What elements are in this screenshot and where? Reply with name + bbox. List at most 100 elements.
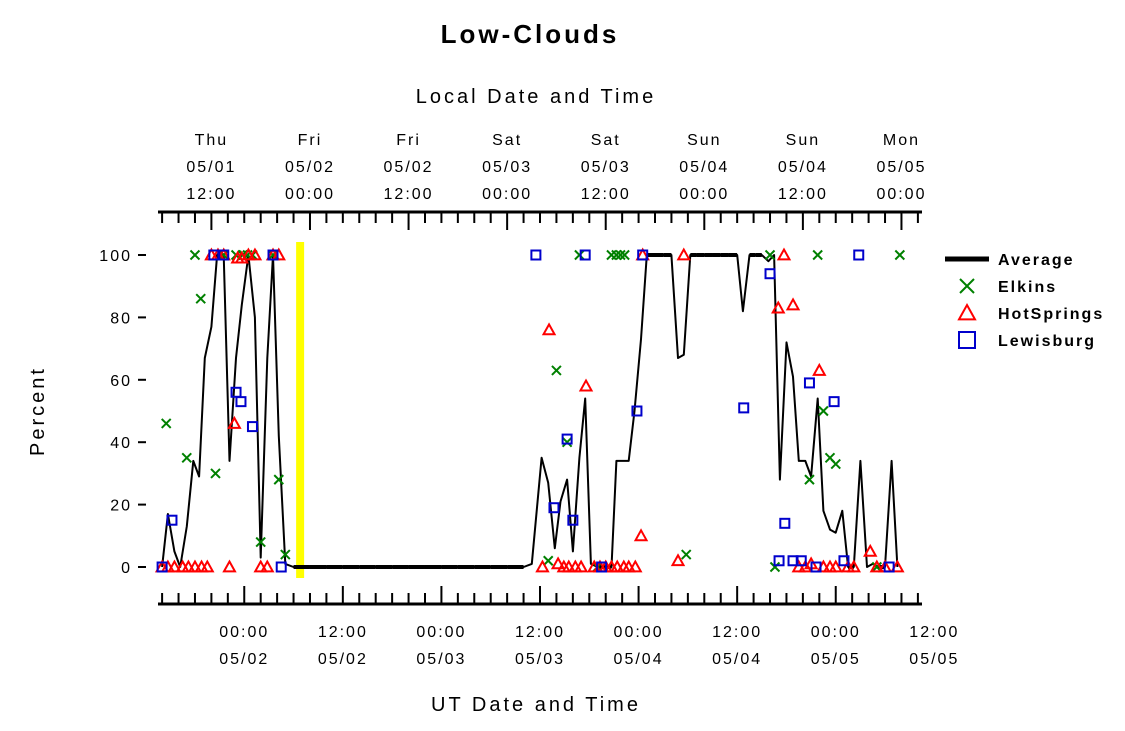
elkins-point [615, 249, 626, 261]
elkins-point [255, 536, 266, 548]
bottom-tick-label-time: 00:00 [416, 624, 466, 641]
bottom-tick-label-date: 05/04 [712, 651, 762, 668]
bottom-tick-label-time: 00:00 [219, 624, 269, 641]
hotsprings-point [167, 559, 182, 573]
lewisburg-point [803, 377, 815, 389]
lewisburg-point [218, 249, 230, 261]
hotsprings-point [785, 297, 801, 311]
lewisburg-point [779, 517, 791, 529]
legend-swatch-hotsprings [957, 302, 977, 321]
y-tick-label: 60 [110, 373, 132, 390]
elkins-point [561, 436, 573, 448]
lewisburg-point [567, 514, 579, 526]
elkins-point [894, 249, 906, 261]
hotsprings-point [798, 559, 813, 573]
lewisburg-point [838, 555, 850, 567]
hotsprings-point [771, 300, 786, 314]
y-tick-label: 0 [121, 560, 132, 577]
elkins-point [210, 468, 221, 479]
elkins-point [181, 452, 192, 464]
hotsprings-point [227, 415, 242, 429]
hotsprings-point [271, 247, 286, 261]
elkins-point [273, 474, 284, 485]
top-tick-label-date: 05/03 [482, 159, 532, 176]
lewisburg-point [235, 396, 247, 408]
top-tick-label-day: Fri [396, 132, 421, 149]
legend: Average Elkins HotSprings Lewisburg [945, 252, 1104, 350]
lewisburg-point [637, 249, 649, 261]
axes-layer: Thu 05/01 12:00 Fri 05/02 00:00 Fri 05/02 12:00 S… [99, 132, 959, 668]
elkins-point [574, 249, 585, 261]
lewisburg-point [579, 249, 591, 261]
top-tick-label-time: 12:00 [186, 186, 236, 203]
highlight-layer [296, 242, 305, 578]
hotsprings-point [628, 559, 643, 573]
hotsprings-point [676, 247, 691, 261]
hotsprings-point [200, 559, 215, 573]
top-tick-label-time: 12:00 [581, 186, 631, 203]
elkins-point [830, 458, 841, 470]
lewisburg-point [275, 561, 287, 573]
bottom-tick-label-date: 05/02 [219, 651, 269, 668]
bottom-tick-label-date: 05/03 [515, 651, 565, 668]
hotsprings-point [535, 559, 550, 573]
lewisburg-point [596, 561, 608, 573]
elkins-point [812, 249, 823, 261]
lewisburg-point [795, 555, 807, 567]
top-tick-label-time: 12:00 [384, 186, 434, 203]
scatter-series [154, 247, 906, 573]
lewisburg-point [561, 433, 573, 445]
elkins-point [218, 249, 229, 261]
hotsprings-point [846, 559, 862, 573]
top-tick-label-time: 00:00 [876, 186, 926, 203]
top-tick-label-day: Sat [492, 132, 522, 149]
elkins-point [769, 561, 781, 573]
top-tick-label-date: 05/03 [581, 159, 631, 176]
hotsprings-point [541, 322, 557, 336]
top-tick-label-date: 05/05 [876, 159, 926, 176]
hotsprings-point [247, 247, 263, 261]
elkins-point [195, 293, 206, 304]
bottom-tick-label-time: 00:00 [811, 624, 861, 641]
legend-label-lewisburg: Lewisburg [998, 333, 1096, 350]
legend-label-elkins: Elkins [998, 279, 1057, 296]
top-tick-label-day: Sun [786, 132, 820, 149]
top-tick-label-date: 05/02 [384, 159, 434, 176]
lewisburg-point [738, 402, 750, 414]
hotsprings-point [578, 378, 594, 392]
elkins-point [161, 418, 172, 429]
y-tick-label: 80 [110, 310, 132, 327]
elkins-point [611, 249, 622, 261]
top-tick-label-time: 00:00 [285, 186, 335, 203]
elkins-point [804, 474, 815, 485]
elkins-point [543, 555, 554, 566]
lewisburg-point [166, 514, 178, 526]
hotsprings-point [828, 559, 843, 573]
top-tick-label-date: 05/01 [186, 159, 236, 176]
lewisburg-point [853, 249, 865, 261]
bottom-tick-label-date: 05/05 [909, 651, 959, 668]
lewisburg-point [883, 561, 895, 573]
chart-title: Low-Clouds [441, 19, 620, 49]
bottom-tick-label-time: 12:00 [515, 624, 565, 641]
legend-label-average: Average [998, 252, 1075, 269]
top-tick-label-date: 05/04 [778, 159, 828, 176]
top-axis-title: Local Date and Time [416, 86, 656, 108]
bottom-tick-label-date: 05/05 [811, 651, 861, 668]
y-tick-label: 20 [110, 498, 132, 515]
top-tick-label-day: Sun [687, 132, 721, 149]
lewisburg-point [810, 561, 822, 573]
y-tick-label: 100 [99, 248, 132, 265]
bottom-tick-label-date: 05/03 [416, 651, 466, 668]
hotsprings-point [776, 247, 792, 261]
lewisburg-point [246, 421, 258, 433]
lewisburg-point [267, 249, 279, 261]
y-tick-label: 40 [110, 435, 132, 452]
hotsprings-point [633, 528, 649, 542]
top-tick-label-time: 00:00 [679, 186, 729, 203]
top-tick-label-day: Thu [195, 132, 229, 149]
legend-label-hotsprings: HotSprings [998, 306, 1104, 323]
hotsprings-point [863, 543, 878, 557]
elkins-point [681, 549, 692, 560]
legend-swatch-elkins [959, 278, 975, 294]
